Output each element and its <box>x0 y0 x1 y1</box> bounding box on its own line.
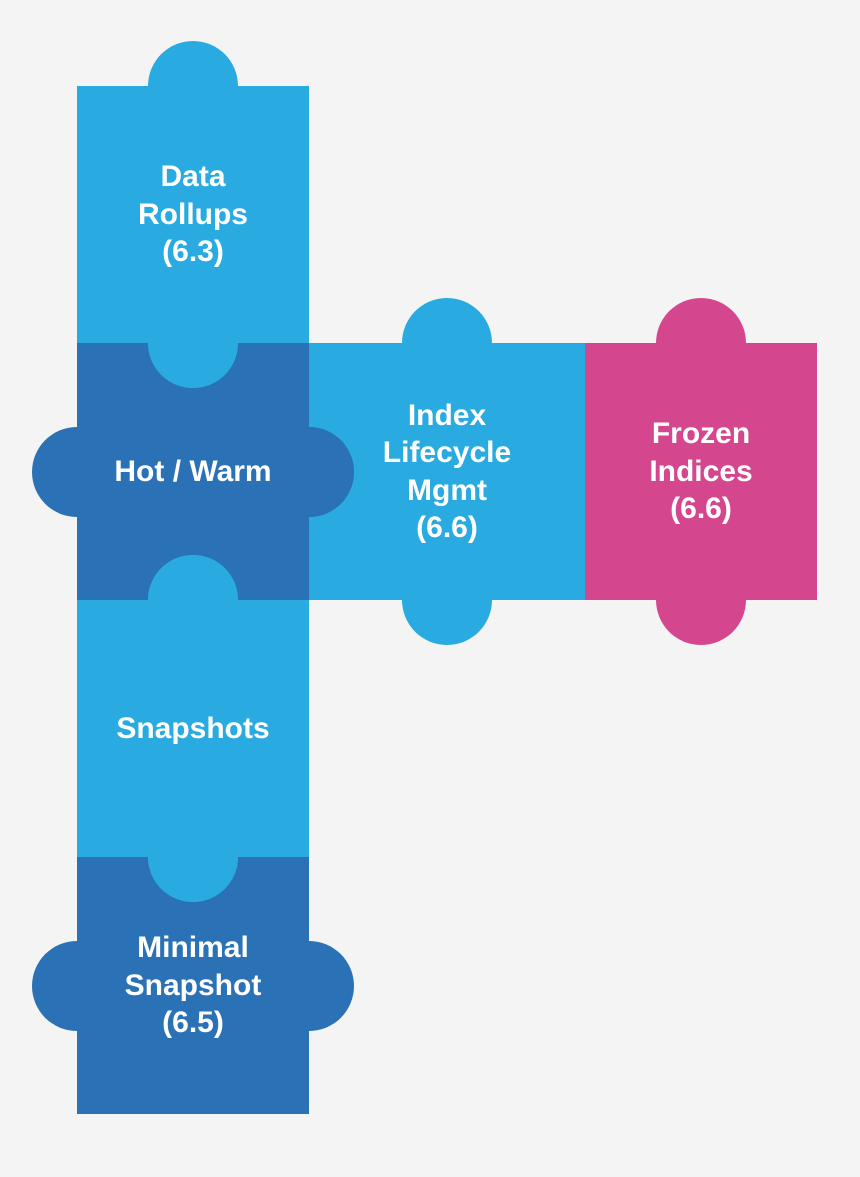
puzzle-knob <box>148 812 238 902</box>
puzzle-knob <box>148 555 238 645</box>
puzzle-knob <box>656 298 746 388</box>
puzzle-diagram: Data Rollups (6.3)Hot / WarmIndex Lifecy… <box>0 0 860 1177</box>
puzzle-knob <box>148 41 238 131</box>
puzzle-knob <box>264 427 354 517</box>
puzzle-knob <box>402 298 492 388</box>
puzzle-knob <box>32 941 122 1031</box>
puzzle-knob <box>402 555 492 645</box>
puzzle-knob <box>656 555 746 645</box>
puzzle-knob <box>264 941 354 1031</box>
puzzle-knob <box>32 427 122 517</box>
puzzle-knob <box>148 298 238 388</box>
